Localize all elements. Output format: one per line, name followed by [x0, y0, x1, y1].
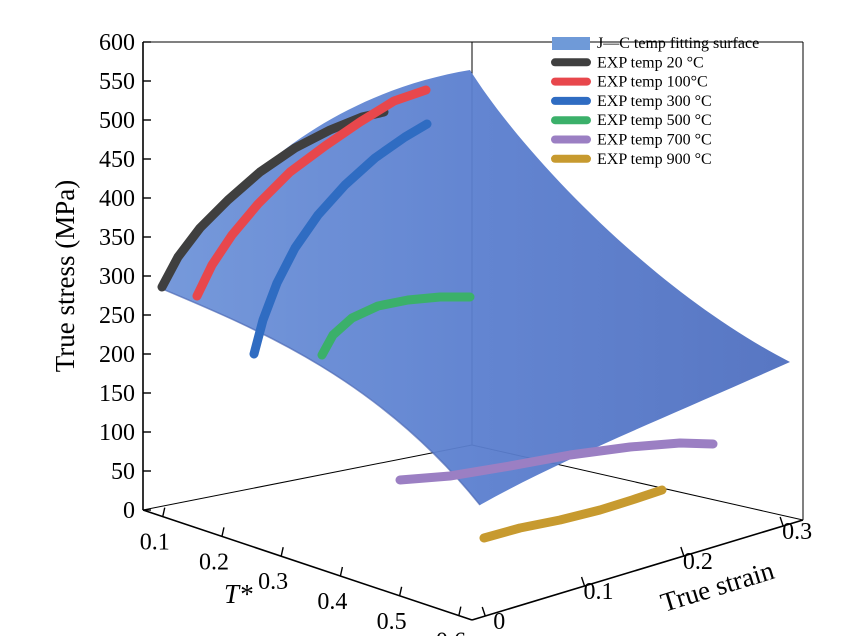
legend-label: EXP temp 20 °C — [597, 54, 704, 71]
t-tick-label: 0.6 — [436, 629, 466, 636]
series-line-3 — [249, 119, 432, 359]
stress-tick-label: 250 — [99, 303, 135, 329]
series-line-2 — [192, 85, 431, 301]
t-tick-mark — [458, 606, 462, 616]
t-tick-mark — [398, 586, 403, 596]
strain-tick-label: 0 — [493, 609, 505, 635]
stress-tick-label: 500 — [99, 108, 135, 134]
fitting-surface — [159, 70, 790, 506]
stress-axis-title: True stress (MPa) — [50, 180, 80, 373]
legend-label: EXP temp 100°C — [597, 74, 708, 91]
strain-tick-label: 0.3 — [782, 519, 812, 545]
t-tick-mark — [280, 547, 284, 557]
legend-label: EXP temp 900 °C — [597, 151, 712, 168]
stress-tick-label: 550 — [99, 69, 135, 95]
legend-swatch-surface — [552, 37, 590, 50]
stress-tick-label: 350 — [99, 225, 135, 251]
t-tick-label: 0.3 — [258, 569, 288, 595]
t-tick-label: 0.2 — [199, 549, 229, 575]
stress-tick-label: 150 — [99, 381, 135, 407]
t-tick-label: 0.5 — [377, 609, 407, 635]
t-tick-mark — [221, 527, 225, 537]
strain-tick-mark — [580, 576, 586, 587]
legend-label: EXP temp 700 °C — [597, 132, 712, 149]
legend-label: EXP temp 500 °C — [597, 112, 712, 129]
stress-tick-label: 300 — [99, 264, 135, 290]
stress-axis-ticks: 0 50 100 150 200 250 300 350 400 450 500 550 600 — [99, 30, 151, 524]
legend: J—C temp fitting surface EXP temp 20 °C EX… — [551, 35, 759, 168]
strain-tick-mark — [481, 606, 486, 617]
t-axis-ticks: 0.1 0.2 0.3 0.4 0.5 0.6 — [140, 507, 466, 636]
floor-back-left-edge — [142, 444, 473, 511]
series-line-6 — [479, 485, 667, 543]
series-line-1 — [157, 107, 389, 292]
series-layer — [157, 85, 718, 543]
stress-tick-label: 50 — [111, 459, 135, 485]
stress-tick-label: 0 — [123, 498, 135, 524]
t-tick-label: 0.4 — [317, 589, 347, 615]
stress-tick-label: 400 — [99, 186, 135, 212]
series-line-4 — [317, 292, 475, 360]
series-line-5 — [395, 438, 718, 485]
surface-shadow-edge — [159, 287, 481, 506]
strain-tick-label: 0.2 — [683, 549, 713, 575]
stress-tick-label: 450 — [99, 147, 135, 173]
strain-axis-ticks: 0 0.1 0.2 0.3 — [481, 516, 812, 635]
t-tick-mark — [162, 507, 166, 517]
stress-tick-label: 200 — [99, 342, 135, 368]
t-axis-title: T* — [224, 579, 253, 609]
strain-axis-line — [471, 519, 804, 621]
stress-tick-label: 100 — [99, 420, 135, 446]
t-axis-line — [142, 509, 473, 621]
stress-tick-label: 600 — [99, 30, 135, 56]
strain-tick-mark — [680, 546, 685, 557]
strain-axis-title: True strain — [657, 555, 778, 618]
strain-tick-label: 0.1 — [584, 579, 614, 605]
legend-label: EXP temp 300 °C — [597, 93, 712, 110]
legend-label: J—C temp fitting surface — [597, 35, 759, 52]
t-tick-label: 0.1 — [140, 530, 170, 556]
surface-patch — [160, 70, 790, 505]
t-tick-mark — [339, 566, 344, 577]
strain-tick-mark — [779, 516, 784, 527]
